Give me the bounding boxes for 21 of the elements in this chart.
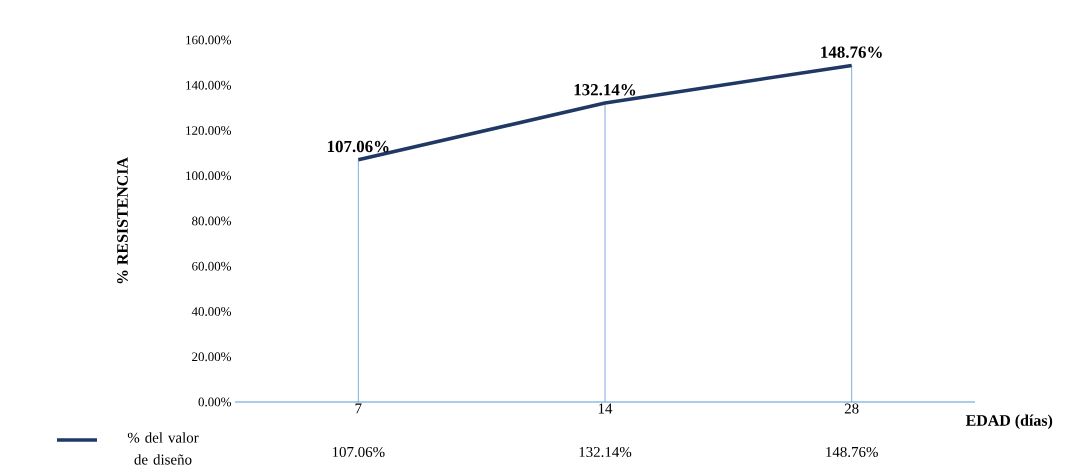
y-tick-label: 60.00% (192, 261, 232, 271)
y-tick-label: 20.00% (192, 352, 232, 362)
text: 132.14% (574, 84, 636, 96)
y-tick-label: 0.00% (198, 397, 232, 407)
y-tick-label: 100.00% (186, 171, 232, 181)
x-tick-label: 14 (598, 403, 613, 414)
y-axis-title: % RESISTENCIA (117, 157, 128, 284)
x-axis-title: EDAD (días) (965, 414, 1053, 430)
y-tick-label: 160.00% (186, 35, 232, 45)
x-tick-label: 7 (355, 403, 362, 414)
legend-label: % del valor de diseño (127, 432, 199, 465)
x-tick-label: 28 (844, 403, 859, 414)
y-tick-label: 120.00% (186, 126, 232, 135)
y-tick-label: 80.00% (192, 216, 232, 226)
data-label: 132.14% (579, 446, 632, 458)
text: 148.76% (821, 46, 882, 58)
data-label: 148.76% (826, 446, 878, 458)
data-label: 107.06% (332, 446, 385, 458)
text: 107.06% (327, 140, 389, 153)
y-tick-label: 140.00% (186, 80, 232, 90)
y-tick-label: 40.00% (191, 307, 232, 316)
